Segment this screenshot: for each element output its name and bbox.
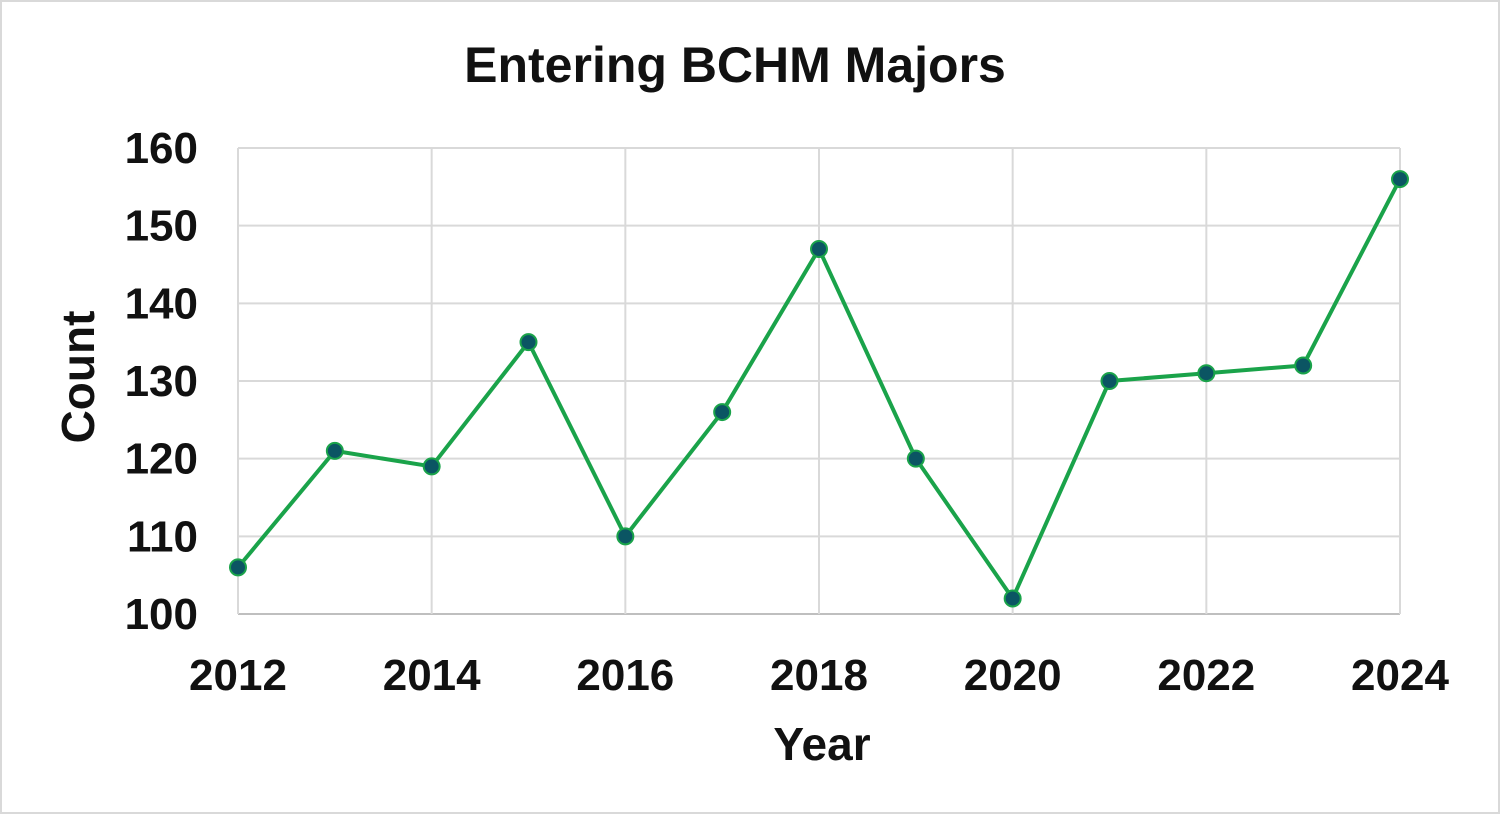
data-point [810,239,828,258]
grid [237,147,1401,615]
data-point [422,457,441,476]
data-point [906,449,925,468]
data-point [1003,589,1022,608]
data-point [1391,170,1409,189]
y-tick-label: 110 [127,512,198,561]
y-tick-label: 140 [125,279,198,328]
x-tick-label: 2018 [770,651,868,700]
chart-title: Entering BCHM Majors [464,37,1006,93]
data-point [229,558,247,577]
x-tick-label: 2024 [1351,651,1449,700]
data-point [325,441,344,460]
x-tick-label: 2020 [964,651,1062,700]
data-point [1294,356,1313,375]
y-tick-label: 150 [125,202,198,251]
x-tick-label: 2016 [576,651,674,700]
data-point [519,333,538,352]
data-point [713,403,732,422]
y-tick-label: 120 [125,435,198,484]
x-tick-label: 2012 [189,651,287,700]
x-axis-ticks: 2012 2014 2016 2018 2020 2022 2024 [189,651,1449,700]
y-tick-label: 160 [125,124,198,173]
x-tick-label: 2014 [383,651,481,700]
series-layer [229,170,1409,608]
x-axis-title: Year [773,718,870,770]
data-point [616,527,635,546]
data-point [1100,372,1119,390]
y-tick-label: 100 [125,590,198,639]
y-tick-label: 130 [125,357,198,406]
x-tick-label: 2022 [1157,651,1255,700]
data-point [1197,364,1216,383]
y-axis-title: Count [52,311,104,444]
y-axis-ticks: 100 110 120 130 140 150 160 [125,124,198,639]
